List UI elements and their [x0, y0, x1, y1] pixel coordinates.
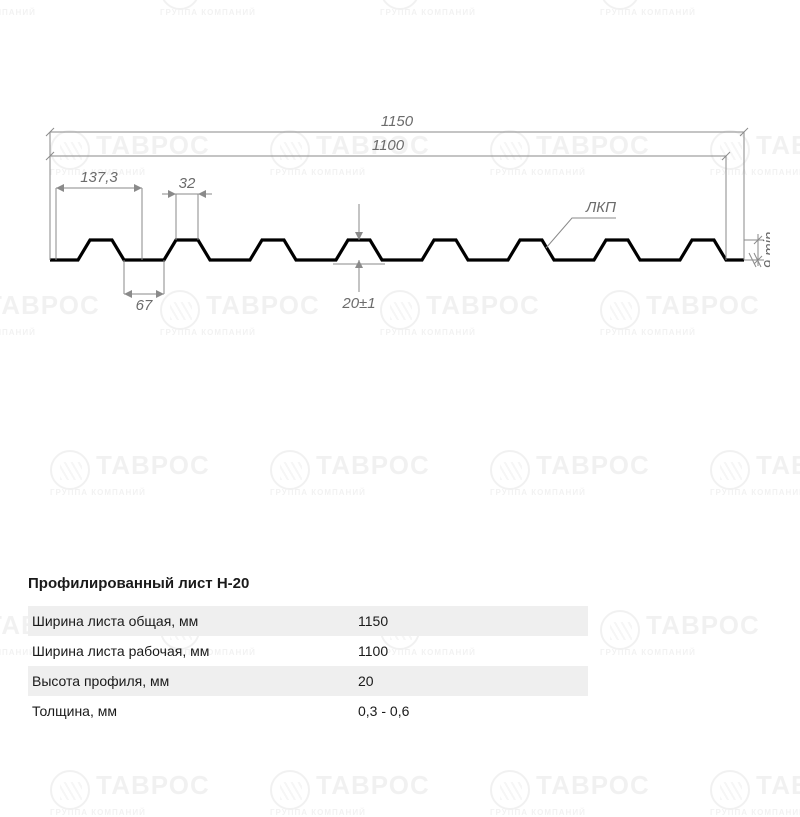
table-row-label: Толщина, мм — [28, 703, 358, 719]
watermark: ТАВРОСГРУППА КОМПАНИЙ — [600, 0, 760, 17]
watermark: ТАВРОСГРУППА КОМПАНИЙ — [490, 770, 650, 817]
table-row: Ширина листа рабочая, мм1100 — [28, 636, 588, 666]
table-row-value: 20 — [358, 673, 580, 689]
sheet-profile — [50, 240, 744, 260]
table-row-value: 0,3 - 0,6 — [358, 703, 580, 719]
table-row: Высота профиля, мм20 — [28, 666, 588, 696]
svg-text:1150: 1150 — [381, 113, 414, 130]
table-row-value: 1100 — [358, 643, 580, 659]
spec-table: Профилированный лист Н-20 Ширина листа о… — [28, 575, 588, 726]
watermark: ТАВРОСГРУППА КОМПАНИЙ — [380, 0, 540, 17]
spec-table-title: Профилированный лист Н-20 — [28, 575, 588, 592]
svg-text:9 min: 9 min — [761, 232, 770, 269]
profile-diagram: 1150 1100 137,3 32 67 20±1 ЛКП 9 min — [30, 110, 770, 350]
table-row-label: Высота профиля, мм — [28, 673, 358, 689]
svg-text:32: 32 — [179, 175, 196, 192]
table-row-label: Ширина листа общая, мм — [28, 613, 358, 629]
svg-text:1100: 1100 — [372, 137, 405, 154]
watermark: ТАВРОСГРУППА КОМПАНИЙ — [0, 0, 100, 17]
watermark: ТАВРОСГРУППА КОМПАНИЙ — [50, 450, 210, 497]
svg-text:ЛКП: ЛКП — [585, 199, 616, 216]
watermark: ТАВРОСГРУППА КОМПАНИЙ — [490, 450, 650, 497]
table-row: Толщина, мм0,3 - 0,6 — [28, 696, 588, 726]
table-row-label: Ширина листа рабочая, мм — [28, 643, 358, 659]
watermark: ТАВРОСГРУППА КОМПАНИЙ — [710, 770, 800, 817]
svg-text:67: 67 — [136, 297, 153, 314]
watermark: ТАВРОСГРУППА КОМПАНИЙ — [710, 450, 800, 497]
watermark: ТАВРОСГРУППА КОМПАНИЙ — [160, 0, 320, 17]
watermark: ТАВРОСГРУППА КОМПАНИЙ — [600, 610, 760, 657]
watermark: ТАВРОСГРУППА КОМПАНИЙ — [270, 770, 430, 817]
table-row: Ширина листа общая, мм1150 — [28, 606, 588, 636]
table-row-value: 1150 — [358, 613, 580, 629]
watermark: ТАВРОСГРУППА КОМПАНИЙ — [50, 770, 210, 817]
watermark: ТАВРОСГРУППА КОМПАНИЙ — [270, 450, 430, 497]
svg-text:20±1: 20±1 — [341, 295, 375, 312]
svg-text:137,3: 137,3 — [80, 169, 118, 186]
